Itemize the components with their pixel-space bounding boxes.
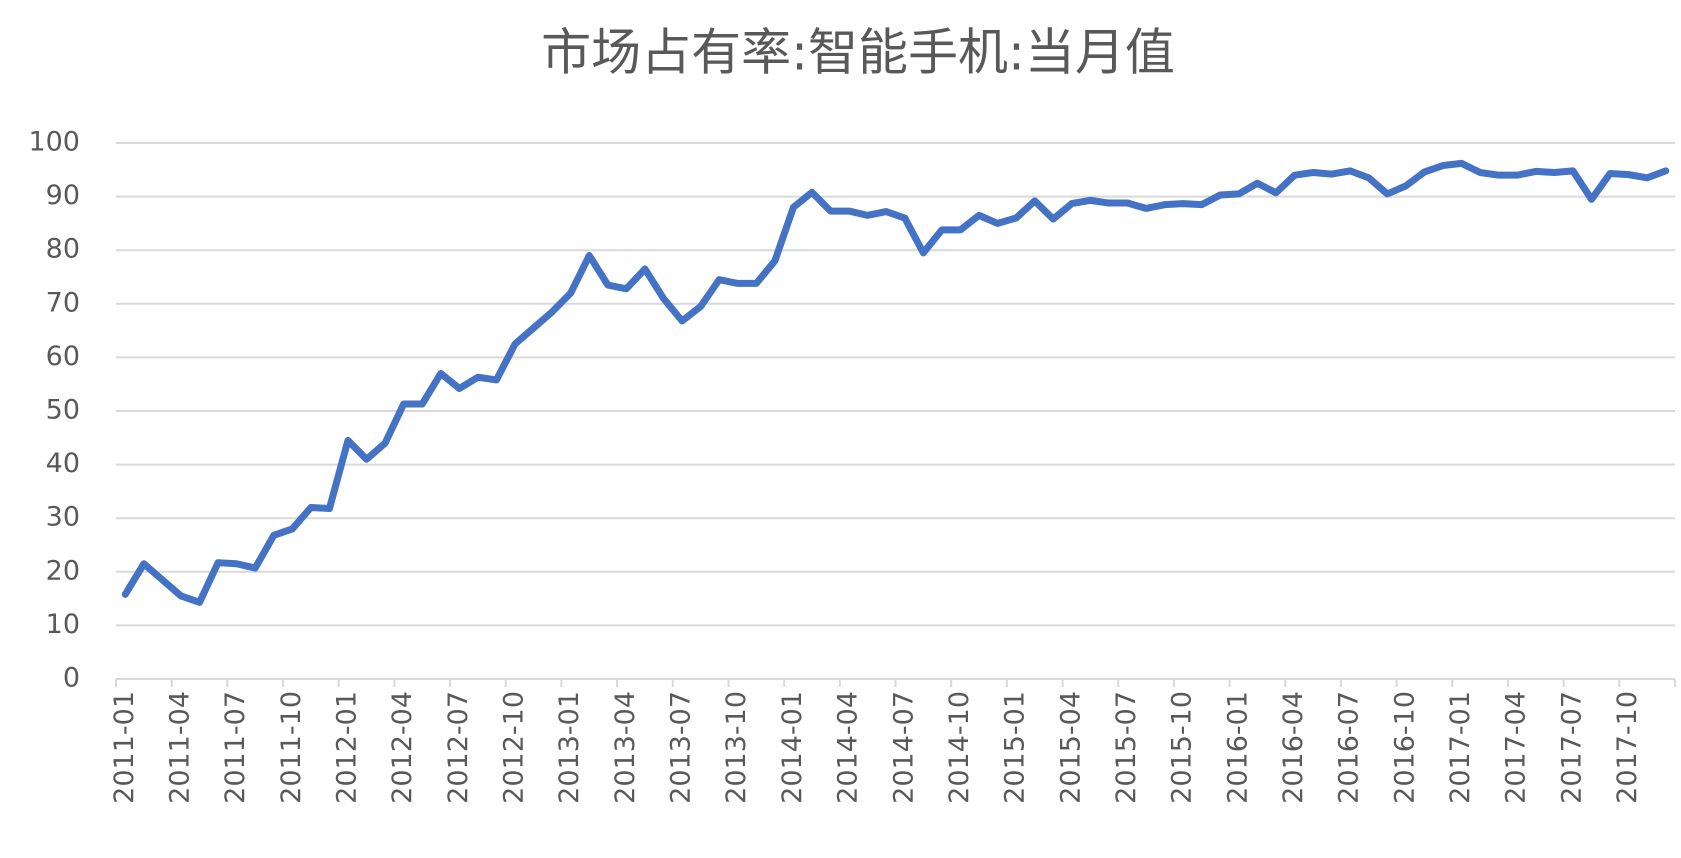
x-tick-label: 2011-04 <box>164 691 195 804</box>
x-tick-label: 2013-10 <box>721 691 752 804</box>
y-tick-label: 80 <box>46 234 80 265</box>
x-tick-label: 2017-07 <box>1556 691 1587 804</box>
x-tick-label: 2015-10 <box>1167 691 1198 804</box>
x-tick-label: 2017-01 <box>1445 691 1476 804</box>
y-tick-label: 50 <box>46 395 80 426</box>
x-tick-label: 2015-01 <box>1000 691 1031 804</box>
x-tick-label: 2014-10 <box>944 691 975 804</box>
x-tick-label: 2016-10 <box>1389 691 1420 804</box>
x-tick-label: 2015-07 <box>1111 691 1142 804</box>
x-tick-label: 2016-01 <box>1222 691 1253 804</box>
chart-title: 市场占有率:智能手机:当月值 <box>541 24 1175 82</box>
x-tick-label: 2013-04 <box>610 691 641 804</box>
x-tick-label: 2014-04 <box>833 691 864 804</box>
y-tick-label: 10 <box>46 609 80 640</box>
y-tick-label: 30 <box>46 502 80 533</box>
x-tick-label: 2014-01 <box>777 691 808 804</box>
x-tick-label: 2011-07 <box>220 691 251 804</box>
y-tick-label: 90 <box>46 180 80 211</box>
y-tick-label: 0 <box>63 663 80 694</box>
y-tick-label: 60 <box>46 341 80 372</box>
y-tick-label: 70 <box>46 287 80 318</box>
y-tick-label: 40 <box>46 448 80 479</box>
x-tick-label: 2014-07 <box>888 691 919 804</box>
x-tick-label: 2017-10 <box>1612 691 1643 804</box>
x-tick-label: 2012-01 <box>331 691 362 804</box>
y-tick-label: 20 <box>46 555 80 586</box>
y-tick-label: 100 <box>28 127 80 158</box>
x-tick-label: 2011-01 <box>109 691 140 804</box>
x-tick-label: 2011-10 <box>276 691 307 804</box>
x-tick-label: 2012-04 <box>387 691 418 804</box>
x-tick-label: 2013-07 <box>666 691 697 804</box>
line <box>121 159 1670 606</box>
x-tick-label: 2017-04 <box>1501 691 1532 804</box>
x-tick-label: 2016-07 <box>1334 691 1365 804</box>
x-tick-label: 2016-04 <box>1278 691 1309 804</box>
x-tick-label: 2012-07 <box>443 691 474 804</box>
x-tick-label: 2012-10 <box>499 691 530 804</box>
x-tick-label: 2013-01 <box>554 691 585 804</box>
x-tick-label: 2015-04 <box>1055 691 1086 804</box>
